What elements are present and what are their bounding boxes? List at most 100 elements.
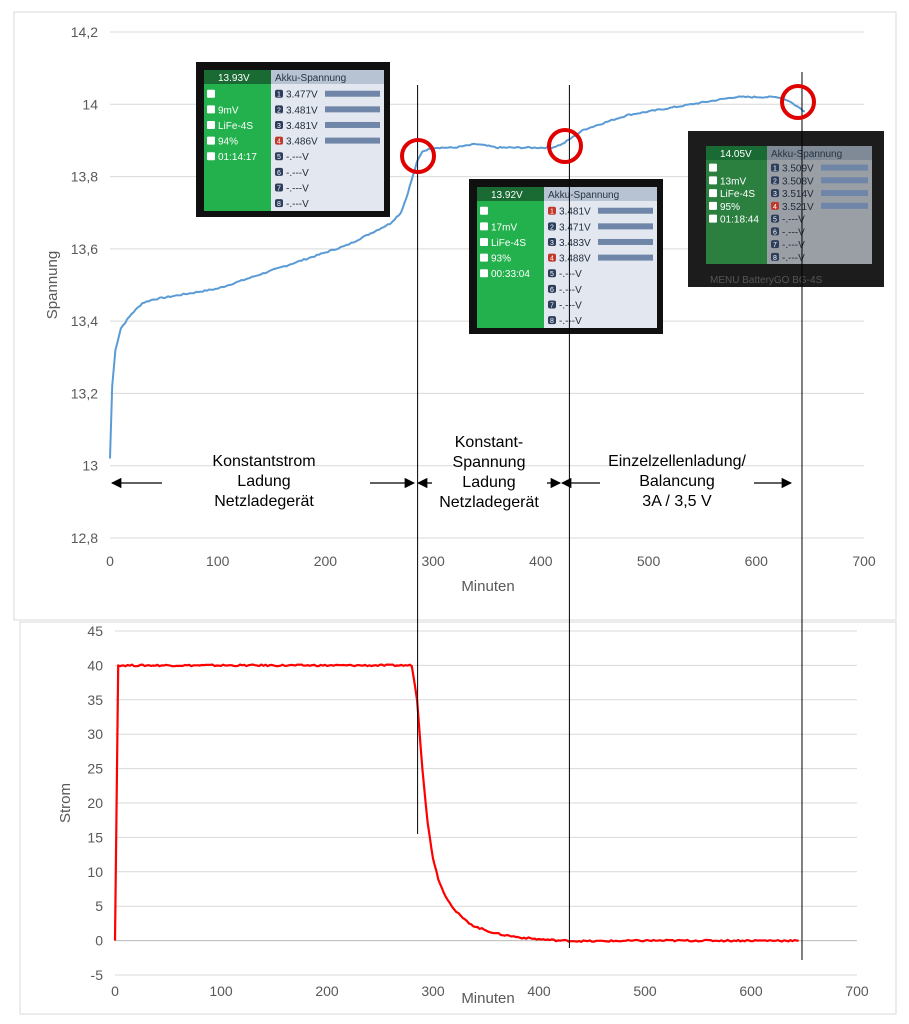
charger-screen: Akku-Spannung 13.92V 1 3.481V 17mV 2 3.471V LiF… xyxy=(469,179,663,334)
screen-left-value: 14.05V xyxy=(720,149,752,160)
screen-row-icon xyxy=(207,105,215,114)
screen-header: Akku-Spannung xyxy=(548,190,619,201)
screen-cell-number: 5 xyxy=(773,217,777,224)
current-y-tick-label: 25 xyxy=(87,761,103,777)
screen-row-icon xyxy=(709,201,717,210)
screen-cell-voltage: 3.508V xyxy=(782,176,814,187)
screen-cell-number: 3 xyxy=(277,123,281,130)
screen-cell-number: 8 xyxy=(550,318,554,325)
voltage-x-tick-label: 400 xyxy=(529,553,553,569)
voltage-y-tick-label: 12,8 xyxy=(71,530,98,546)
current-y-tick-label: 5 xyxy=(95,898,103,914)
screen-cell-number: 6 xyxy=(277,170,281,177)
screen-cell-badge xyxy=(275,183,283,192)
voltage-series-line xyxy=(109,95,806,459)
screen-cell-voltage: -.---V xyxy=(559,316,582,327)
current-chart: -5 0 5 10 15 20 25 30 35 40 45 0 100 200 300 400 500 600 7… xyxy=(87,623,868,999)
screen-cell-voltage: -.---V xyxy=(286,152,309,163)
screen-left-value: 01:14:17 xyxy=(218,152,257,163)
screen-header-bar xyxy=(544,187,657,201)
screen-green-panel xyxy=(204,70,271,211)
voltage-y-tick-label: 13,4 xyxy=(71,313,98,329)
charger-screen: Akku-Spannung 14.05V 1 3.509V 13mV 2 3.508V LiF… xyxy=(688,131,884,287)
screen-cell-badge xyxy=(275,105,283,114)
screen-cell-bar xyxy=(598,238,653,245)
screen-cell-number: 7 xyxy=(277,185,281,192)
current-series-line xyxy=(113,663,799,944)
voltage-x-tick-label: 200 xyxy=(314,553,338,569)
screen-header: Akku-Spannung xyxy=(275,73,346,84)
screen-cell-bar xyxy=(598,223,653,230)
screen-cell-voltage: 3.514V xyxy=(782,189,814,200)
current-y-tick-label: -5 xyxy=(91,967,104,983)
screen-cell-badge xyxy=(275,199,283,208)
screen-cell-badge xyxy=(275,120,283,129)
screen-cell-badge xyxy=(548,284,556,293)
screen-cell-bar xyxy=(598,207,653,214)
screen-cell-number: 3 xyxy=(773,191,777,198)
screen-cell-voltage: -.---V xyxy=(559,285,582,296)
screen-cell-number: 2 xyxy=(773,178,777,185)
screen-cell-badge xyxy=(771,163,779,172)
screen-cell-badge xyxy=(771,240,779,249)
screen-cell-badge xyxy=(275,89,283,98)
voltage-x-tick-label: 300 xyxy=(421,553,445,569)
screen-left-value: LiFe-4S xyxy=(720,189,755,200)
screen-cell-number: 1 xyxy=(550,209,554,216)
screen-cell-number: 4 xyxy=(773,204,777,211)
screen-left-value: LiFe-4S xyxy=(218,121,253,132)
screen-cell-number: 3 xyxy=(550,240,554,247)
current-y-tick-label: 30 xyxy=(87,726,103,742)
phase-label: Spannung xyxy=(453,454,526,471)
phase-label: Balancung xyxy=(639,473,715,490)
screen-cell-number: 5 xyxy=(550,271,554,278)
screen-left-value: LiFe-4S xyxy=(491,238,526,249)
screen-left-value: 00:33:04 xyxy=(491,269,530,280)
screen-voltage-bar xyxy=(477,187,544,201)
screen-cell-bar xyxy=(821,177,868,184)
screen-left-value: 93% xyxy=(491,254,511,265)
current-y-tick-label: 10 xyxy=(87,864,103,880)
current-x-axis-label: Minuten xyxy=(461,990,514,1007)
screen-cell-voltage: 3.521V xyxy=(782,202,814,213)
current-y-tick-label: 0 xyxy=(95,933,103,949)
screen-voltage-bar xyxy=(204,70,271,84)
screen-row-icon xyxy=(480,253,488,262)
screen-row-icon xyxy=(207,136,215,145)
screen-footer: MENU BatteryGO BG-4S xyxy=(710,275,823,286)
voltage-x-tick-label: 700 xyxy=(852,553,876,569)
screen-cell-number: 2 xyxy=(550,224,554,231)
current-x-tick-label: 500 xyxy=(633,983,657,999)
charger-screen: Akku-Spannung 13.93V 1 3.477V 9mV 2 3.481V LiFe… xyxy=(196,62,390,217)
phase-label: 3A / 3,5 V xyxy=(642,493,712,510)
phase-label: Ladung xyxy=(237,473,290,490)
screen-cell-number: 7 xyxy=(550,302,554,309)
voltage-y-tick-label: 13,6 xyxy=(71,241,98,257)
voltage-chart-frame xyxy=(13,11,897,621)
screen-left-value: 13.93V xyxy=(218,73,250,84)
screen-row-icon xyxy=(207,120,215,129)
screen-cell-badge xyxy=(548,316,556,325)
screen-header: Akku-Spannung xyxy=(771,149,842,160)
screen-cell-voltage: 3.481V xyxy=(286,105,318,116)
screen-cell-badge xyxy=(771,201,779,210)
highlight-circle xyxy=(547,128,583,164)
screen-cell-bar xyxy=(325,121,380,128)
screen-cell-voltage: 3.488V xyxy=(559,254,591,265)
screen-cell-badge xyxy=(548,253,556,262)
screen-cell-voltage: -.---V xyxy=(286,199,309,210)
phase-label: Konstantstrom xyxy=(212,453,315,470)
screen-cell-badge xyxy=(771,189,779,198)
screen-row-icon xyxy=(207,89,215,98)
voltage-y-tick-label: 13 xyxy=(82,458,98,474)
screen-cell-badge xyxy=(771,176,779,185)
screen-cell-voltage: 3.486V xyxy=(286,137,318,148)
current-x-tick-label: 100 xyxy=(209,983,233,999)
screen-row-icon xyxy=(709,163,717,172)
charger-screenshots: Akku-Spannung 13.93V 1 3.477V 9mV 2 3.481V LiFe… xyxy=(196,62,884,334)
screen-cell-number: 7 xyxy=(773,242,777,249)
current-y-tick-label: 45 xyxy=(87,623,103,639)
highlight-circle xyxy=(400,138,436,174)
screen-left-value: 94% xyxy=(218,137,238,148)
voltage-x-tick-label: 0 xyxy=(106,553,114,569)
